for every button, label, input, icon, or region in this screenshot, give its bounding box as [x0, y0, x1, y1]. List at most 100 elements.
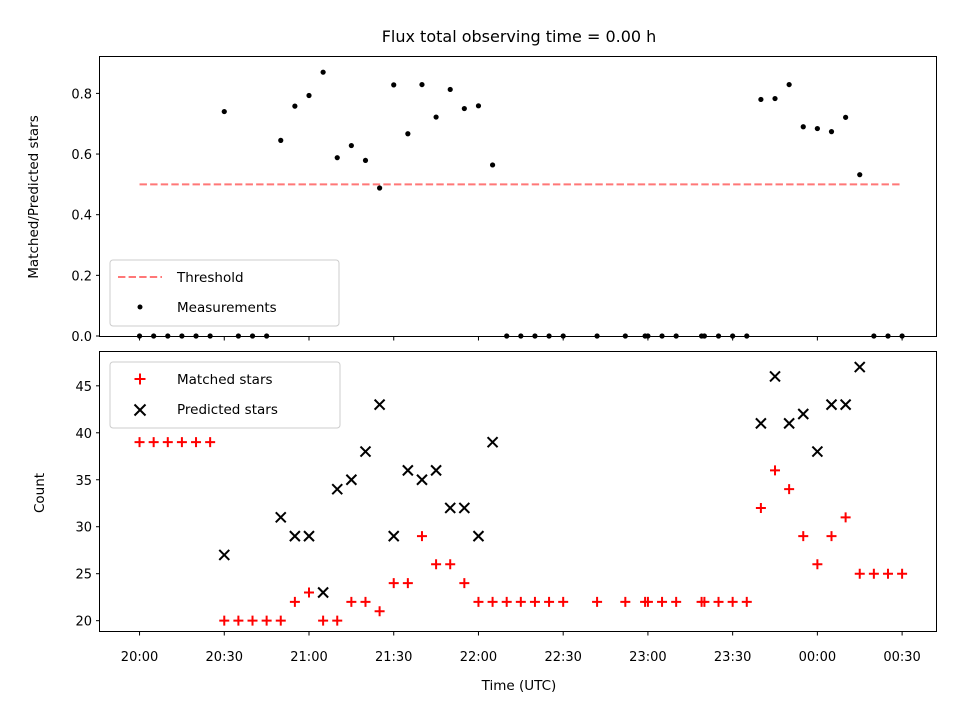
matched-star-point — [205, 437, 216, 448]
matched-star-point — [812, 559, 823, 570]
matched-star-point — [162, 437, 173, 448]
measurement-point — [306, 92, 312, 99]
bottom-x-tick-label: 20:30 — [206, 650, 243, 665]
bottom-x-ticks: 20:00 20:30 21:00 21:30 22:00 22:30 23:00 23:30… — [121, 631, 921, 665]
legend-matched-label: Matched stars — [177, 372, 273, 388]
measurement-point — [475, 103, 482, 109]
predicted-star-point — [444, 502, 456, 514]
matched-star-point — [374, 606, 385, 617]
predicted-star-point — [472, 530, 485, 542]
predicted-star-point — [755, 417, 767, 430]
bottom-y-tick-label: 20 — [75, 615, 92, 630]
measurement-point — [334, 155, 340, 161]
bottom-x-tick-label: 20:00 — [121, 650, 158, 665]
matched-star-point — [473, 596, 484, 607]
matched-star-point — [840, 512, 851, 523]
matched-star-point — [459, 578, 470, 589]
predicted-star-point — [218, 549, 230, 561]
matched-star-point — [727, 596, 738, 607]
measurement-point — [405, 131, 411, 137]
bottom-axes-frame — [99, 351, 937, 632]
measurement-point — [461, 105, 467, 112]
measurement-point — [348, 142, 354, 149]
matched-star-point — [275, 615, 286, 626]
matched-star-point — [360, 596, 371, 607]
matched-star-point — [755, 502, 766, 513]
predicted-star-point — [275, 511, 287, 524]
predicted-star-point — [430, 464, 442, 477]
matched-star-point — [854, 568, 865, 579]
legend-measurements-swatch — [137, 304, 143, 310]
measurement-point — [391, 82, 397, 88]
predicted-star-point — [797, 408, 809, 420]
bottom-legend-box — [109, 361, 341, 429]
bottom-panel: Count Time (UTC) 20 25 30 35 40 45 20:00 20:30… — [32, 351, 937, 694]
predicted-star-point — [769, 370, 781, 383]
top-legend-box — [109, 259, 340, 327]
matched-star-point — [176, 437, 187, 448]
measurement-point — [362, 157, 369, 164]
matched-star-point — [515, 596, 526, 607]
matched-star-point — [699, 596, 710, 607]
measurement-point — [489, 162, 496, 168]
predicted-star-point — [825, 398, 838, 411]
bottom-y-tick-label: 25 — [75, 568, 92, 583]
predicted-stars-points — [218, 361, 866, 599]
matched-stars-points — [134, 437, 908, 626]
matched-star-point — [346, 596, 357, 607]
matched-star-point — [798, 531, 809, 542]
predicted-star-point — [402, 464, 414, 477]
bottom-x-tick-label: 22:30 — [544, 650, 581, 665]
matched-star-point — [558, 596, 569, 607]
top-y-tick-label: 0.2 — [71, 269, 92, 284]
bottom-x-tick-label: 00:00 — [799, 650, 836, 665]
x-axis-label: Time (UTC) — [481, 678, 557, 694]
matched-star-point — [592, 596, 603, 607]
matched-star-point — [289, 596, 300, 607]
matched-star-point — [431, 559, 442, 570]
matched-star-point — [402, 578, 413, 589]
matched-star-point — [501, 596, 512, 607]
matched-star-point — [784, 484, 795, 495]
predicted-star-point — [486, 436, 499, 448]
predicted-star-point — [345, 474, 358, 486]
predicted-star-point — [289, 530, 301, 542]
legend-predicted-swatch — [133, 403, 147, 417]
matched-star-point — [868, 568, 879, 579]
matched-star-point — [770, 465, 781, 476]
predicted-star-point — [303, 530, 315, 542]
measurement-point — [377, 185, 383, 191]
matched-star-point — [882, 568, 893, 579]
predicted-star-point — [388, 530, 400, 542]
top-y-tick-label: 0.0 — [71, 330, 92, 345]
matched-star-point — [416, 531, 427, 542]
matched-star-point — [219, 615, 230, 626]
bottom-y-tick-label: 35 — [75, 474, 92, 489]
predicted-star-point — [317, 586, 329, 599]
matched-star-point — [620, 596, 631, 607]
matched-star-point — [148, 437, 159, 448]
matched-star-point — [191, 437, 202, 448]
legend-measurements-label: Measurements — [177, 300, 277, 316]
top-y-tick-label: 0.4 — [71, 209, 92, 224]
matched-star-point — [304, 587, 314, 598]
predicted-star-point — [458, 502, 471, 514]
measurement-point — [221, 108, 227, 115]
bottom-y-axis-label: Count — [32, 473, 48, 513]
bottom-y-ticks: 20 25 30 35 40 45 — [75, 380, 100, 630]
chart-title: Flux total observing time = 0.00 h — [382, 27, 657, 46]
top-y-ticks: 0.0 0.2 0.4 0.6 0.8 — [71, 87, 100, 345]
measurement-point — [433, 114, 439, 120]
bottom-y-tick-label: 40 — [75, 427, 92, 442]
bottom-x-tick-label: 23:30 — [714, 650, 751, 665]
bottom-y-tick-label: 45 — [75, 380, 92, 395]
predicted-star-point — [854, 361, 866, 373]
top-y-tick-label: 0.6 — [71, 148, 92, 163]
matched-star-point — [544, 596, 555, 607]
matched-star-point — [318, 615, 329, 626]
matched-star-point — [713, 596, 724, 607]
measurement-point — [278, 137, 284, 143]
predicted-star-point — [783, 417, 795, 430]
measurement-point — [843, 114, 849, 120]
